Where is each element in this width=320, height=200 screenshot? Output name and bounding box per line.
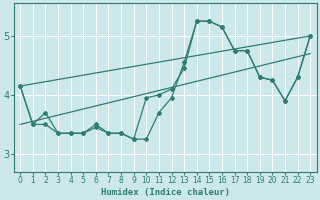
X-axis label: Humidex (Indice chaleur): Humidex (Indice chaleur) [101,188,230,197]
